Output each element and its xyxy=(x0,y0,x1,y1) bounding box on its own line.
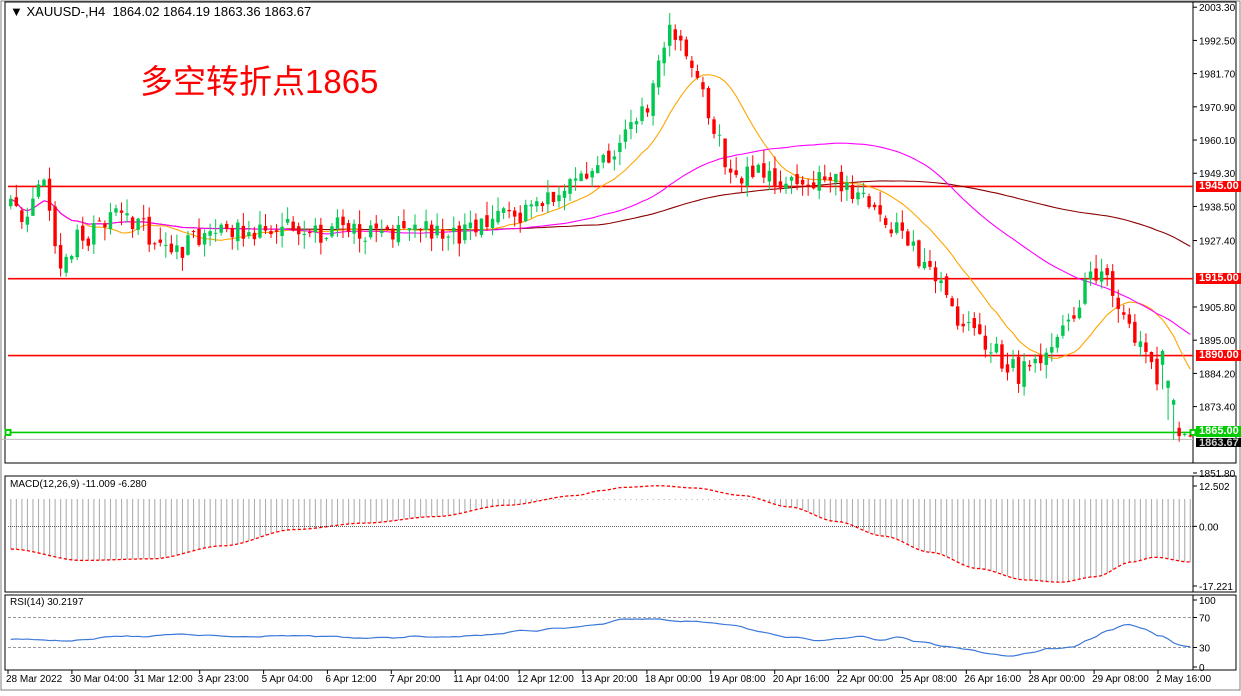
svg-text:1970.90: 1970.90 xyxy=(1199,103,1236,114)
svg-text:1981.70: 1981.70 xyxy=(1199,70,1236,81)
svg-text:1851.80: 1851.80 xyxy=(1199,469,1236,480)
svg-text:1949.30: 1949.30 xyxy=(1199,169,1236,180)
svg-text:-17.221: -17.221 xyxy=(1199,582,1233,593)
svg-text:0.00: 0.00 xyxy=(1199,522,1219,533)
svg-text:70: 70 xyxy=(1199,614,1211,625)
svg-text:30: 30 xyxy=(1199,644,1211,655)
svg-text:1884.20: 1884.20 xyxy=(1199,369,1236,380)
svg-text:1960.10: 1960.10 xyxy=(1199,136,1236,147)
svg-text:1895.00: 1895.00 xyxy=(1199,336,1236,347)
svg-text:1905.80: 1905.80 xyxy=(1199,303,1236,314)
svg-text:1927.40: 1927.40 xyxy=(1199,237,1236,248)
svg-text:100: 100 xyxy=(1199,596,1216,607)
svg-text:0: 0 xyxy=(1199,663,1205,674)
svg-text:1873.40: 1873.40 xyxy=(1199,403,1236,414)
svg-text:12.502: 12.502 xyxy=(1199,482,1230,493)
svg-text:2003.30: 2003.30 xyxy=(1199,3,1236,14)
svg-text:1992.50: 1992.50 xyxy=(1199,36,1236,47)
svg-text:1938.50: 1938.50 xyxy=(1199,202,1236,213)
